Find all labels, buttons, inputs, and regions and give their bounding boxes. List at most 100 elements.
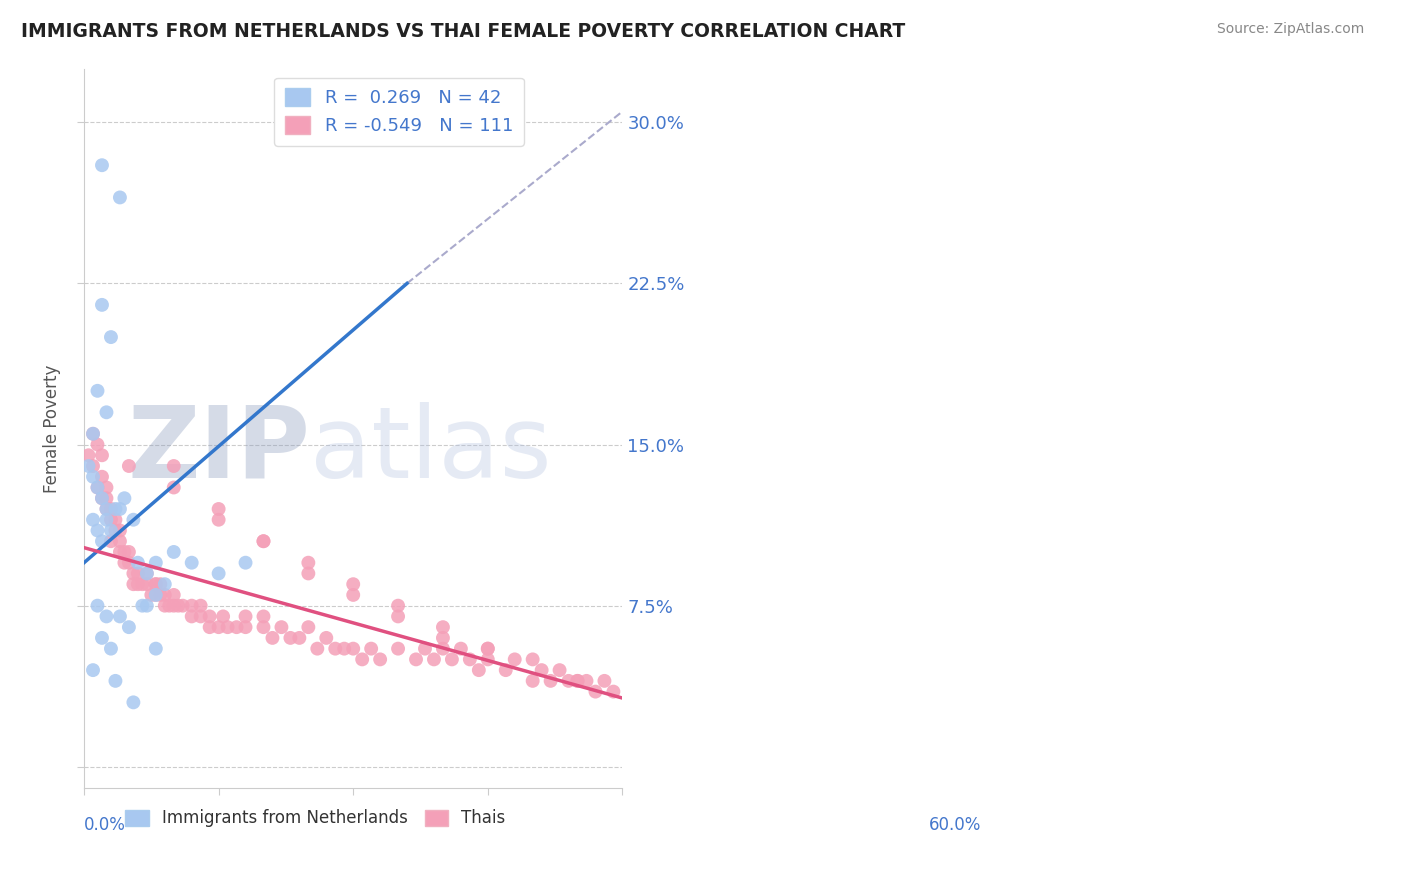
- Point: [122, 513, 145, 527]
- Point: [387, 609, 409, 624]
- Point: [333, 641, 356, 656]
- Point: [153, 599, 176, 613]
- Point: [112, 545, 135, 559]
- Point: [100, 534, 122, 549]
- Point: [323, 641, 346, 656]
- Point: [503, 652, 526, 666]
- Point: [100, 641, 122, 656]
- Point: [252, 534, 274, 549]
- Point: [104, 673, 127, 688]
- Point: [145, 577, 167, 591]
- Point: [368, 652, 391, 666]
- Point: [567, 673, 589, 688]
- Point: [225, 620, 247, 634]
- Point: [82, 663, 104, 677]
- Point: [180, 599, 202, 613]
- Point: [252, 534, 274, 549]
- Point: [163, 545, 186, 559]
- Point: [82, 513, 104, 527]
- Text: 0.0%: 0.0%: [84, 815, 127, 834]
- Text: 60.0%: 60.0%: [929, 815, 981, 834]
- Point: [495, 663, 517, 677]
- Point: [91, 491, 114, 506]
- Point: [262, 631, 284, 645]
- Point: [387, 599, 409, 613]
- Point: [180, 556, 202, 570]
- Point: [96, 481, 118, 495]
- Point: [127, 556, 149, 570]
- Point: [280, 631, 302, 645]
- Point: [145, 588, 167, 602]
- Point: [167, 599, 190, 613]
- Point: [131, 599, 153, 613]
- Point: [100, 513, 122, 527]
- Point: [112, 491, 135, 506]
- Point: [207, 513, 229, 527]
- Point: [131, 577, 153, 591]
- Point: [104, 502, 127, 516]
- Point: [86, 481, 108, 495]
- Point: [593, 673, 616, 688]
- Point: [91, 158, 114, 172]
- Point: [118, 545, 141, 559]
- Point: [235, 609, 257, 624]
- Point: [118, 620, 141, 634]
- Point: [207, 566, 229, 581]
- Point: [82, 426, 104, 441]
- Point: [127, 566, 149, 581]
- Point: [118, 556, 141, 570]
- Point: [198, 620, 221, 634]
- Point: [127, 577, 149, 591]
- Point: [149, 588, 172, 602]
- Point: [163, 588, 186, 602]
- Point: [557, 673, 579, 688]
- Point: [235, 620, 257, 634]
- Point: [145, 641, 167, 656]
- Y-axis label: Female Poverty: Female Poverty: [44, 364, 60, 492]
- Point: [190, 609, 212, 624]
- Point: [432, 641, 454, 656]
- Point: [149, 577, 172, 591]
- Text: atlas: atlas: [311, 401, 551, 499]
- Point: [96, 513, 118, 527]
- Point: [522, 673, 544, 688]
- Point: [145, 588, 167, 602]
- Point: [297, 620, 319, 634]
- Point: [112, 556, 135, 570]
- Point: [96, 502, 118, 516]
- Point: [270, 620, 292, 634]
- Point: [477, 641, 499, 656]
- Point: [118, 458, 141, 473]
- Point: [387, 641, 409, 656]
- Point: [477, 652, 499, 666]
- Point: [108, 534, 131, 549]
- Point: [477, 641, 499, 656]
- Point: [86, 481, 108, 495]
- Point: [86, 384, 108, 398]
- Point: [423, 652, 446, 666]
- Point: [91, 469, 114, 483]
- Point: [145, 556, 167, 570]
- Point: [108, 190, 131, 204]
- Point: [413, 641, 436, 656]
- Point: [104, 524, 127, 538]
- Point: [360, 641, 382, 656]
- Point: [342, 577, 364, 591]
- Point: [153, 588, 176, 602]
- Point: [468, 663, 491, 677]
- Point: [315, 631, 337, 645]
- Point: [307, 641, 329, 656]
- Point: [163, 481, 186, 495]
- Point: [198, 609, 221, 624]
- Point: [135, 566, 157, 581]
- Point: [77, 448, 100, 462]
- Point: [135, 577, 157, 591]
- Point: [91, 631, 114, 645]
- Point: [207, 620, 229, 634]
- Point: [432, 631, 454, 645]
- Point: [91, 534, 114, 549]
- Point: [122, 695, 145, 709]
- Point: [252, 609, 274, 624]
- Point: [91, 491, 114, 506]
- Point: [141, 588, 163, 602]
